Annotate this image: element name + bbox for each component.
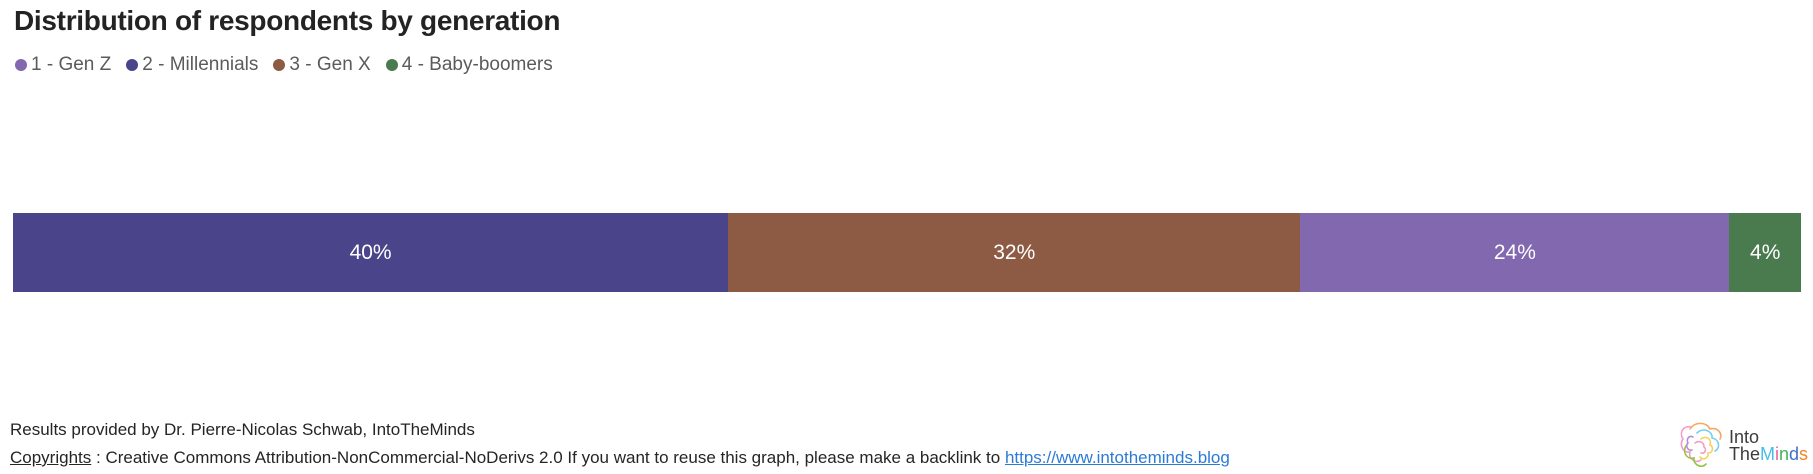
footer-copyright-line: Copyrights : Creative Commons Attributio… [10,444,1230,472]
logo-the: The [1728,444,1760,464]
legend-label: 4 - Baby-boomers [401,54,553,75]
legend-dot-icon [385,59,398,71]
chart-title: Distribution of respondents by generatio… [14,5,561,36]
intotheminds-logo: Into TheMinds [1677,419,1808,473]
logo-letter: i [1774,444,1779,464]
logo-letter: n [1778,444,1789,464]
footer-credit-line: Results provided by Dr. Pierre-Nicolas S… [10,416,1230,444]
legend-dot-icon [15,59,27,71]
legend-label: 2 - Millennials [142,54,259,75]
legend: 1 - Gen Z 2 - Millennials 3 - Gen X 4 - Bab… [15,54,553,76]
logo-letter: d [1788,444,1799,464]
logo-text: Into TheMinds [1728,427,1808,464]
legend-label: 1 - Gen Z [31,54,112,75]
bar-segment-value-label: 4% [1750,240,1781,264]
copyright-word: Copyrights [10,448,92,467]
legend-dot-icon [126,59,139,71]
backlink-url[interactable]: https://www.intotheminds.blog [1004,448,1230,467]
bar-segment-1-gen-z[interactable]: 24% [1300,213,1730,292]
bar-segment-3-gen-x[interactable]: 32% [728,213,1301,292]
legend-item-2-millennials[interactable]: 2 - Millennials [126,54,258,76]
bar-segment-value-label: 32% [993,240,1036,264]
copyright-separator: : [91,448,106,467]
logo-line1: Into [1728,427,1759,447]
logo-line2: TheMinds [1728,444,1808,464]
bar-segment-value-label: 24% [1493,240,1536,264]
bar-segment-4-baby-boomers[interactable]: 4% [1729,213,1801,292]
logo-minds: Minds [1760,444,1808,464]
legend-item-4-baby-boomers[interactable]: 4 - Baby-boomers [385,54,553,76]
logo-letter: s [1799,444,1808,464]
bar-segment-value-label: 40% [349,240,392,264]
footer: Results provided by Dr. Pierre-Nicolas S… [10,416,1230,472]
stacked-bar: 40% 32% 24% 4% [13,213,1801,292]
legend-item-3-gen-x[interactable]: 3 - Gen X [273,54,371,76]
copyright-text: Creative Commons Attribution-NonCommerci… [105,448,1005,467]
logo-letter: M [1759,444,1775,464]
legend-dot-icon [273,59,286,71]
legend-label: 3 - Gen X [289,54,371,75]
brain-scribble-icon [1680,422,1722,467]
footer-credit-text: Results provided by Dr. Pierre-Nicolas S… [10,420,475,439]
bar-segment-2-millennials[interactable]: 40% [13,213,729,292]
legend-item-1-gen-z[interactable]: 1 - Gen Z [15,54,111,76]
